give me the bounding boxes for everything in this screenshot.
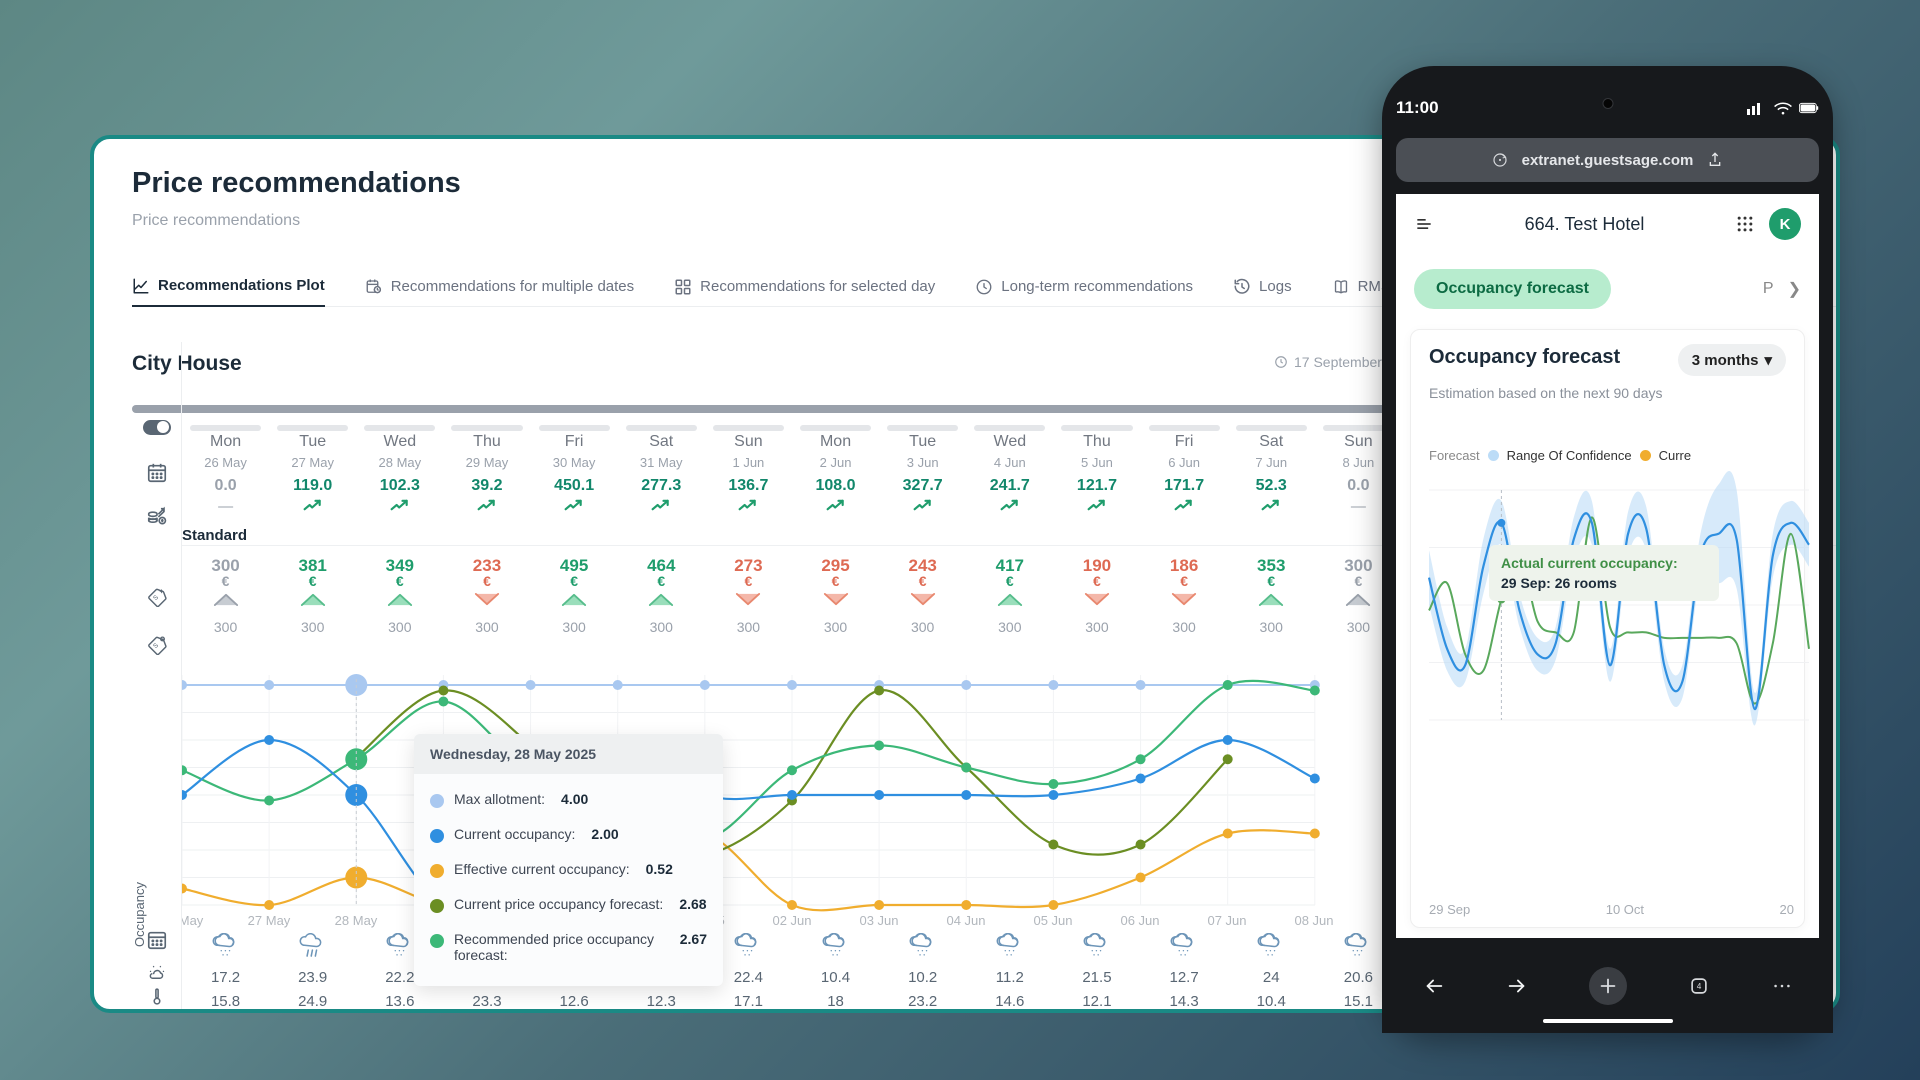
svg-text:S: S: [152, 642, 160, 650]
svg-text:4: 4: [1696, 982, 1701, 991]
svg-text:S: S: [152, 594, 160, 602]
